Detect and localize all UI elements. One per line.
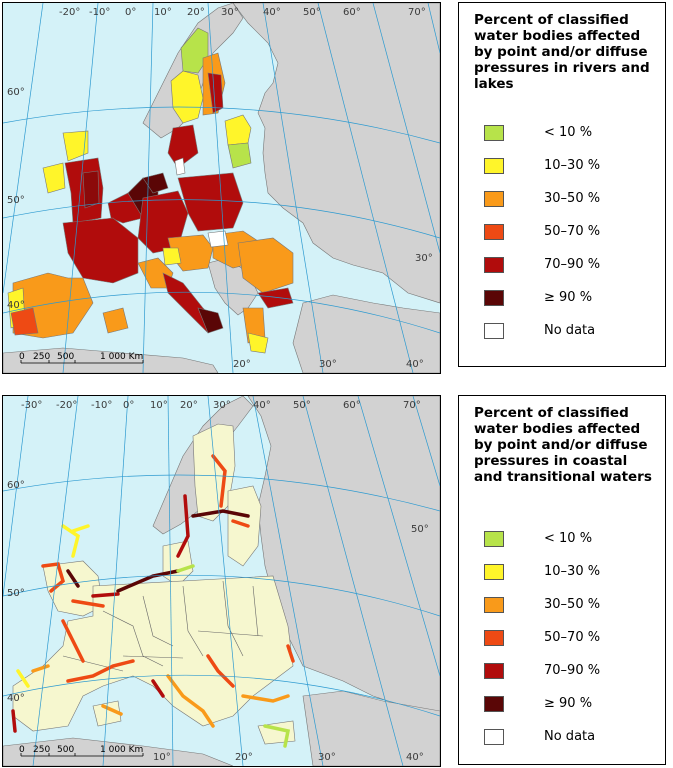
legend-label: 50–70 %	[544, 630, 601, 645]
legend-swatch	[484, 597, 504, 613]
tick-label: 20°	[235, 752, 253, 763]
legend-label: ≥ 90 %	[544, 696, 593, 711]
graticule	[3, 3, 440, 373]
legend-label: ≥ 90 %	[544, 290, 593, 305]
tick-label: 60°	[7, 480, 25, 491]
svg-text:250: 250	[33, 745, 50, 755]
legend-label: < 10 %	[544, 125, 593, 140]
legend-swatch	[484, 630, 504, 646]
map-rivers-lakes-svg: -20° -10° 0° 10° 20° 30° 40° 50° 60° 70°…	[3, 3, 440, 373]
legend-swatch	[484, 290, 504, 306]
tick-label: 20°	[187, 7, 205, 18]
eu-land	[12, 423, 296, 745]
tick-label: 30°	[318, 752, 336, 763]
tick-label: 30°	[319, 359, 337, 370]
legend-swatch	[484, 125, 504, 141]
tick-label: 50°	[7, 195, 25, 206]
tick-label: 60°	[343, 7, 361, 18]
legend-swatch	[484, 696, 504, 712]
tick-label: 40°	[406, 752, 424, 763]
legend-coastal-transitional: Percent of classified water bodies affec…	[458, 395, 666, 765]
tick-label: -20°	[56, 400, 77, 411]
svg-text:500: 500	[57, 745, 74, 755]
legend-swatch	[484, 257, 504, 273]
legend-label: 10–30 %	[544, 158, 601, 173]
tick-label: 30°	[221, 7, 239, 18]
scale-bar: 0 250 500 1 000 Km	[19, 352, 144, 364]
svg-text:0: 0	[19, 352, 25, 362]
tick-label: 60°	[7, 87, 25, 98]
tick-label: 40°	[263, 7, 281, 18]
legend-label: 30–50 %	[544, 597, 601, 612]
tick-label: 0°	[123, 400, 134, 411]
tick-label: -10°	[91, 400, 112, 411]
tick-label: 50°	[303, 7, 321, 18]
tick-label: 20°	[180, 400, 198, 411]
ticks: -30° -20° -10° 0° 10° 20° 30° 40° 50° 60…	[7, 400, 429, 763]
tick-label: 20°	[233, 359, 251, 370]
legend-swatch	[484, 729, 504, 745]
legend-title: Percent of classified water bodies affec…	[474, 405, 652, 485]
non-eu-land-south	[292, 294, 440, 373]
svg-text:250: 250	[33, 352, 50, 362]
svg-text:0: 0	[19, 745, 25, 755]
tick-label: 0°	[125, 7, 136, 18]
legend-label: No data	[544, 729, 596, 744]
legend-title: Percent of classified water bodies affec…	[474, 12, 650, 92]
tick-label: 30°	[213, 400, 231, 411]
legend-label: 70–90 %	[544, 257, 601, 272]
eu-regions	[7, 27, 294, 354]
tick-label: 50°	[411, 524, 429, 535]
tick-label: 30°	[415, 253, 433, 264]
legend-swatch	[484, 158, 504, 174]
legend-label: No data	[544, 323, 596, 338]
tick-label: 10°	[154, 7, 172, 18]
tick-label: -30°	[21, 400, 42, 411]
legend-label: 50–70 %	[544, 224, 601, 239]
legend-label: < 10 %	[544, 531, 593, 546]
svg-text:1 000 Km: 1 000 Km	[100, 745, 143, 755]
tick-label: 10°	[153, 752, 171, 763]
scale-bar: 0 250 500 1 000 Km	[19, 745, 144, 757]
legend-label: 30–50 %	[544, 191, 601, 206]
map-rivers-lakes[interactable]: -20° -10° 0° 10° 20° 30° 40° 50° 60° 70°…	[2, 2, 441, 374]
tick-label: 10°	[150, 400, 168, 411]
tick-label: -20°	[59, 7, 80, 18]
tick-label: 70°	[403, 400, 421, 411]
coastal-segments	[11, 454, 295, 748]
legend-swatch	[484, 564, 504, 580]
tick-label: 50°	[293, 400, 311, 411]
tick-label: 40°	[7, 300, 25, 311]
tick-label: 60°	[343, 400, 361, 411]
legend-label: 10–30 %	[544, 564, 601, 579]
tick-label: 50°	[7, 588, 25, 599]
tick-label: -10°	[89, 7, 110, 18]
north-africa	[3, 737, 234, 766]
tick-label: 40°	[7, 693, 25, 704]
tick-label: 40°	[253, 400, 271, 411]
tick-label: 70°	[408, 7, 426, 18]
graticule	[3, 396, 440, 766]
legend-swatch	[484, 191, 504, 207]
north-africa	[3, 347, 219, 373]
map-coastal-svg: -30° -20° -10° 0° 10° 20° 30° 40° 50° 60…	[3, 396, 440, 766]
legend-swatch	[484, 323, 504, 339]
svg-text:500: 500	[57, 352, 74, 362]
legend-swatch	[484, 663, 504, 679]
legend-rivers-lakes: Percent of classified water bodies affec…	[458, 2, 666, 367]
svg-text:1 000 Km: 1 000 Km	[100, 352, 143, 362]
legend-label: 70–90 %	[544, 663, 601, 678]
non-eu-land	[232, 3, 440, 304]
ticks-top: -20° -10° 0° 10° 20° 30° 40° 50° 60° 70°…	[7, 7, 433, 370]
map-coastal-transitional[interactable]: -30° -20° -10° 0° 10° 20° 30° 40° 50° 60…	[2, 395, 441, 767]
tick-label: 40°	[406, 359, 424, 370]
legend-swatch	[484, 224, 504, 240]
legend-swatch	[484, 531, 504, 547]
